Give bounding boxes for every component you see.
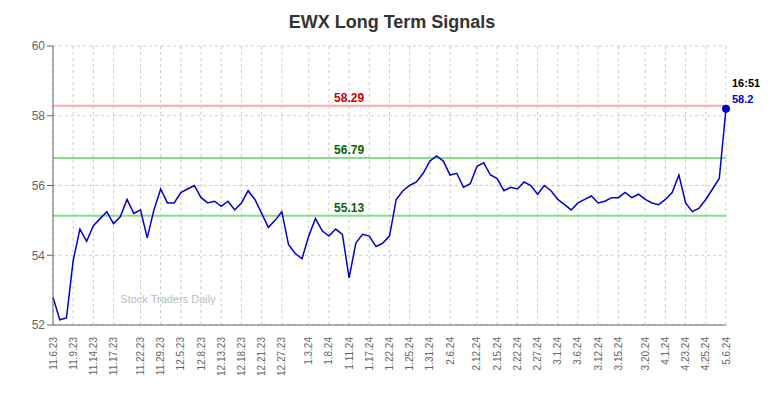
html-text:EWX Long Term Signals: EWX Long Term Signals [288, 12, 496, 32]
svg-text:52: 52 [32, 318, 46, 332]
svg-text:58: 58 [32, 109, 46, 123]
svg-text:3.12.24: 3.12.24 [593, 337, 604, 371]
svg-text:2.15.24: 2.15.24 [492, 337, 503, 371]
html-text:Stock Traders Daily: Stock Traders Daily [120, 293, 216, 306]
svg-text:11.17.23: 11.17.23 [108, 337, 119, 376]
svg-text:5.6.24: 5.6.24 [721, 337, 732, 365]
svg-text:58.29: 58.29 [334, 91, 364, 105]
svg-text:3.1.24: 3.1.24 [552, 337, 563, 365]
svg-text:56: 56 [32, 179, 46, 193]
svg-text:55.13: 55.13 [334, 201, 364, 215]
svg-text:54: 54 [32, 249, 46, 263]
svg-text:12.18.23: 12.18.23 [236, 337, 247, 376]
svg-text:3.6.24: 3.6.24 [572, 337, 583, 365]
svg-text:2.27.24: 2.27.24 [532, 337, 543, 371]
svg-text:11.9.23: 11.9.23 [68, 337, 79, 370]
svg-text:11.29.23: 11.29.23 [155, 337, 166, 376]
svg-text:11.14.23: 11.14.23 [88, 337, 99, 376]
svg-text:3.20.24: 3.20.24 [640, 337, 651, 371]
svg-text:2.22.24: 2.22.24 [512, 337, 523, 371]
svg-text:2.12.24: 2.12.24 [471, 337, 482, 371]
svg-text:12.8.23: 12.8.23 [196, 337, 207, 371]
svg-text:60: 60 [32, 39, 46, 53]
svg-text:11.22.23: 11.22.23 [135, 337, 146, 376]
svg-text:1.22.24: 1.22.24 [384, 337, 395, 371]
svg-text:11.6.23: 11.6.23 [48, 337, 59, 370]
svg-text:1.8.24: 1.8.24 [323, 337, 334, 365]
svg-text:12.5.23: 12.5.23 [175, 337, 186, 371]
svg-text:1.11.24: 1.11.24 [344, 337, 355, 370]
svg-text:56.79: 56.79 [334, 143, 364, 157]
svg-text:12.13.23: 12.13.23 [216, 337, 227, 376]
svg-text:1.17.24: 1.17.24 [364, 337, 375, 371]
svg-text:16:51: 16:51 [732, 77, 760, 89]
svg-text:1.25.24: 1.25.24 [404, 337, 415, 371]
svg-text:12.27.23: 12.27.23 [276, 337, 287, 376]
svg-text:12.21.23: 12.21.23 [256, 337, 267, 376]
svg-text:3.15.24: 3.15.24 [613, 337, 624, 371]
svg-text:4.25.24: 4.25.24 [700, 337, 711, 371]
svg-text:1.31.24: 1.31.24 [424, 337, 435, 371]
svg-text:58.2: 58.2 [732, 93, 753, 105]
svg-text:2.6.24: 2.6.24 [445, 337, 456, 365]
svg-text:4.1.24: 4.1.24 [660, 337, 671, 365]
svg-text:4.23.24: 4.23.24 [680, 337, 691, 371]
svg-text:1.3.24: 1.3.24 [303, 337, 314, 365]
